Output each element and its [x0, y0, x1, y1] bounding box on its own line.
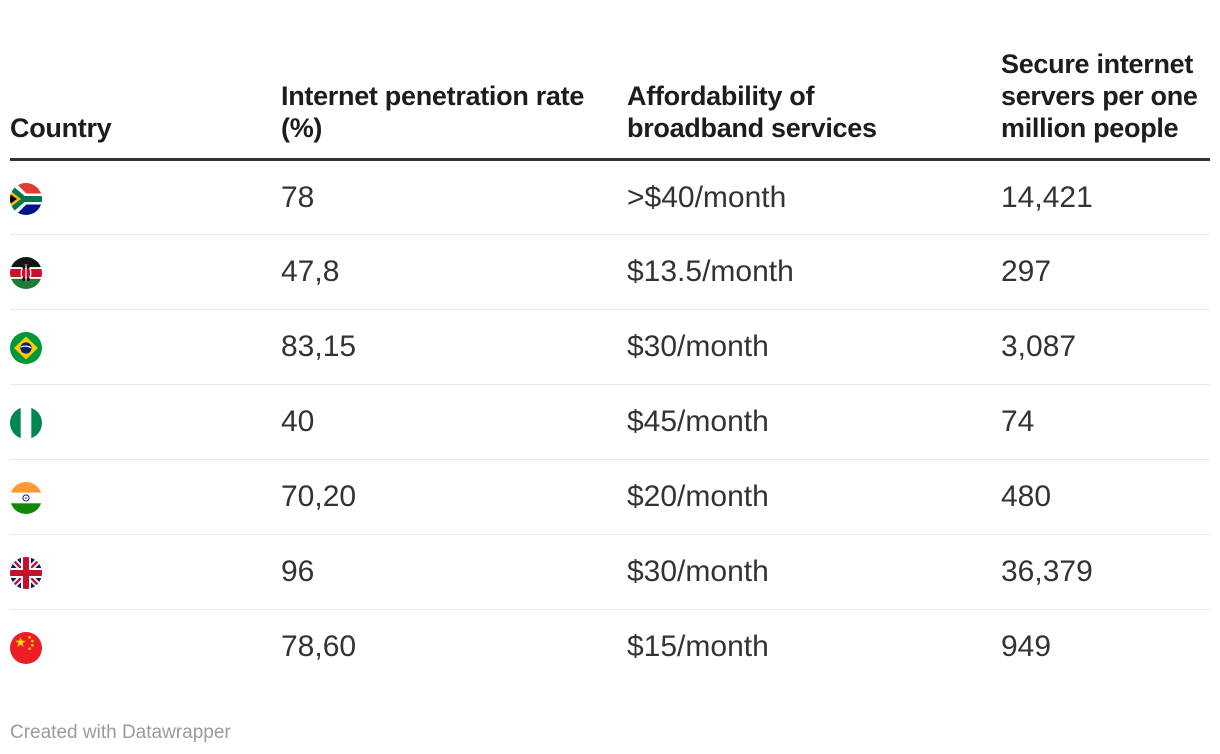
column-header-penetration-label: Internet penetration rate (%)	[281, 81, 585, 143]
affordability-cell: $45/month	[627, 384, 1001, 460]
column-header-affordability: Affordability of broadband services	[627, 0, 1001, 161]
table-header: Country Internet penetration rate (%) Af…	[10, 0, 1210, 161]
country-cell	[10, 459, 281, 535]
country-cell	[10, 534, 281, 610]
affordability-cell: $13.5/month	[627, 234, 1001, 310]
flag-kenya-icon	[10, 257, 42, 290]
table-row: 78 >$40/month 14,421	[10, 159, 1210, 235]
affordability-cell: >$40/month	[627, 159, 1001, 235]
flag-south-africa-icon	[10, 182, 42, 215]
table-row: 47,8 $13.5/month 297	[10, 234, 1210, 310]
country-cell	[10, 609, 281, 685]
penetration-cell: 78,60	[281, 609, 627, 685]
penetration-cell: 40	[281, 384, 627, 460]
servers-cell: 949	[1001, 609, 1210, 685]
attribution: Created with Datawrapper	[10, 721, 231, 743]
column-header-servers: Secure internet servers per one million …	[1001, 0, 1210, 161]
column-header-country-label: Country	[10, 113, 112, 143]
servers-cell: 3,087	[1001, 309, 1210, 385]
servers-cell: 14,421	[1001, 159, 1210, 235]
penetration-cell: 47,8	[281, 234, 627, 310]
penetration-cell: 83,15	[281, 309, 627, 385]
country-cell	[10, 159, 281, 235]
column-header-servers-label: Secure internet servers per one million …	[1001, 49, 1198, 143]
country-cell	[10, 234, 281, 310]
table-row: 40 $45/month 74	[10, 384, 1210, 460]
table-row: 96 $30/month 36,379	[10, 534, 1210, 610]
table-body: 78 >$40/month 14,421 47,8 $13.5/month 29…	[10, 159, 1210, 685]
penetration-cell: 96	[281, 534, 627, 610]
affordability-cell: $30/month	[627, 534, 1001, 610]
flag-nigeria-icon	[10, 407, 42, 440]
column-header-affordability-label: Affordability of broadband services	[627, 81, 877, 143]
flag-brazil-icon	[10, 332, 42, 365]
data-table: Country Internet penetration rate (%) Af…	[10, 0, 1210, 685]
servers-cell: 297	[1001, 234, 1210, 310]
flag-china-icon	[10, 632, 42, 665]
header-row: Country Internet penetration rate (%) Af…	[10, 0, 1210, 161]
servers-cell: 36,379	[1001, 534, 1210, 610]
country-cell	[10, 384, 281, 460]
affordability-cell: $20/month	[627, 459, 1001, 535]
column-header-country: Country	[10, 0, 281, 161]
column-header-penetration: Internet penetration rate (%)	[281, 0, 627, 161]
penetration-cell: 78	[281, 159, 627, 235]
servers-cell: 480	[1001, 459, 1210, 535]
table-row: 70,20 $20/month 480	[10, 459, 1210, 535]
penetration-cell: 70,20	[281, 459, 627, 535]
table-row: 78,60 $15/month 949	[10, 609, 1210, 685]
servers-cell: 74	[1001, 384, 1210, 460]
country-cell	[10, 309, 281, 385]
affordability-cell: $30/month	[627, 309, 1001, 385]
flag-india-icon	[10, 482, 42, 515]
affordability-cell: $15/month	[627, 609, 1001, 685]
table-row: 83,15 $30/month 3,087	[10, 309, 1210, 385]
flag-united-kingdom-icon	[10, 557, 42, 590]
